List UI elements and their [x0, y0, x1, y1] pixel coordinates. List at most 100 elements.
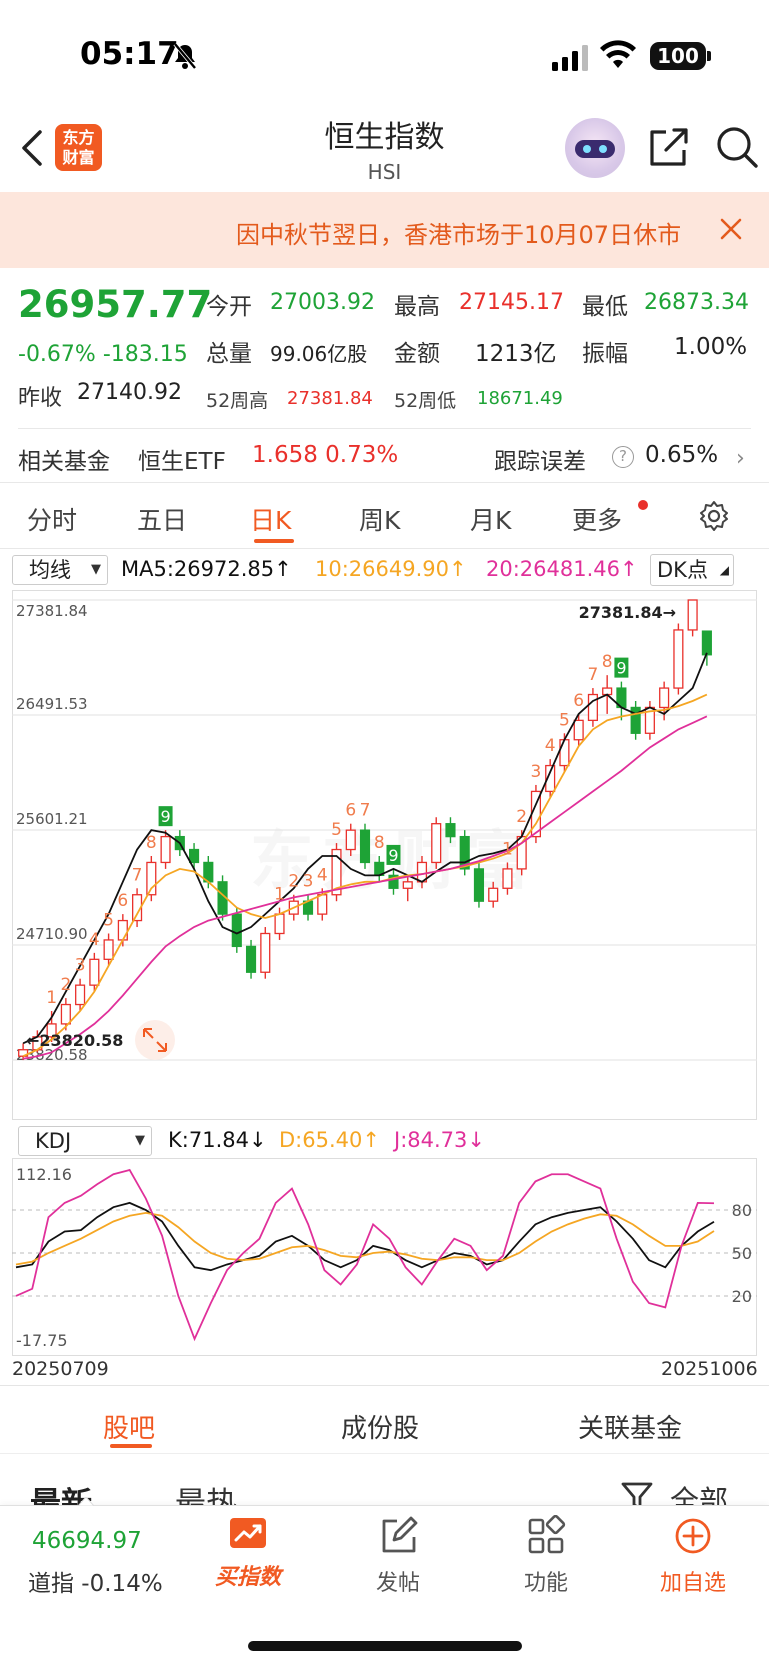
td-mark-label: 9 [616, 659, 626, 678]
fund-price[interactable]: 1.658 0.73% [252, 442, 399, 468]
td-mark-label: 8 [374, 833, 385, 853]
td-count-mark: 4 [545, 736, 556, 756]
battery-tip [707, 51, 711, 61]
candle-body [245, 945, 257, 973]
gear-icon[interactable] [698, 500, 730, 532]
candle-body [545, 764, 556, 793]
fullscreen-arrows [143, 1028, 167, 1052]
candle-body [587, 693, 598, 722]
price-change: -0.67% -183.15 [18, 342, 188, 367]
candle-body [60, 1003, 71, 1025]
tab-intraday[interactable]: 分时 [27, 506, 78, 535]
y-tick-label: 27381.84 [16, 602, 88, 620]
w52-low-value: 18671.49 [477, 388, 563, 409]
kdj-line-K [15, 1201, 715, 1272]
dk-point-button[interactable]: DK点 ◢ [650, 554, 734, 586]
tab-monthly-k[interactable]: 月K [470, 506, 512, 535]
candle-body [559, 739, 570, 767]
page-subtitle: HSI [367, 160, 402, 184]
related-fund-label: 相关基金 [18, 449, 110, 475]
candle-body [231, 913, 242, 948]
kdj-chart[interactable]: 80 50 20 112.16 -17.75 [12, 1158, 757, 1356]
tab-related-funds[interactable]: 关联基金 [578, 1414, 683, 1444]
candle-body [488, 887, 499, 902]
bell-muted-icon [173, 42, 197, 70]
td-count-mark: 4 [89, 930, 100, 950]
td-mark-label: 5 [559, 710, 570, 730]
prev-close-value: 27140.92 [77, 380, 182, 405]
td-count-mark: 4 [317, 865, 328, 885]
period-tabs: 分时 五日 日K 周K 月K 更多 [0, 485, 769, 547]
kdj-line-D [15, 1211, 715, 1266]
ma20-value: 20:26481.46↑ [486, 557, 638, 581]
candle-body [117, 919, 128, 941]
active-tab-indicator [254, 539, 294, 543]
candle-body [46, 1023, 57, 1038]
td-count-mark: 1 [46, 988, 57, 1008]
td-count-mark: 3 [75, 956, 86, 976]
wifi-icon [600, 40, 636, 68]
td-mark-label: 4 [89, 930, 100, 950]
td-mark-label: 7 [360, 801, 371, 821]
candle-body [317, 894, 328, 915]
candlestick-chart[interactable]: 27381.8426491.5325601.2124710.9023820.58… [12, 590, 757, 1120]
y-tick-label: 25601.21 [16, 810, 88, 828]
td-mark-label: 2 [288, 872, 299, 892]
share-icon[interactable] [646, 124, 692, 170]
chevron-right-icon[interactable]: › [736, 446, 745, 471]
app-logo: 东方 财富 [55, 124, 102, 171]
post-button[interactable]: 发帖 [343, 1515, 453, 1597]
chart-frame [12, 1158, 757, 1356]
end-date-label: 20251006 [661, 1358, 758, 1380]
divider [0, 482, 769, 483]
back-arrow-icon[interactable] [18, 128, 48, 168]
tracking-error-value: 0.65% [645, 442, 719, 468]
tab-more[interactable]: 更多 [572, 506, 623, 535]
candle-body [673, 629, 684, 689]
cellular-signal-icon [552, 45, 588, 71]
divider [0, 1453, 769, 1454]
functions-button[interactable]: 功能 [491, 1515, 601, 1597]
high-label: 最高 [394, 294, 440, 320]
start-date-label: 20250709 [12, 1358, 109, 1380]
y-tick-label: 26491.53 [16, 695, 88, 713]
volume-value: 99.06亿股 [270, 342, 368, 366]
assistant-robot-icon[interactable] [565, 118, 625, 178]
help-icon[interactable]: ? [612, 446, 634, 468]
low-annotation: ←23820.58 [26, 1031, 123, 1050]
tab-constituents[interactable]: 成份股 [341, 1414, 420, 1444]
tab-daily-k[interactable]: 日K [250, 506, 292, 535]
td-mark-label: 7 [132, 865, 143, 885]
dow-jones-value[interactable]: 46694.97 [32, 1528, 142, 1554]
tab-five-day[interactable]: 五日 [137, 506, 188, 535]
status-time: 05:17 [80, 36, 179, 72]
td-count-mark: 2 [516, 807, 527, 827]
add-watchlist-button[interactable]: 加自选 [638, 1515, 748, 1597]
trend-up-icon [230, 1518, 266, 1548]
candle-body [388, 874, 399, 889]
close-icon[interactable] [716, 214, 746, 244]
candle-body [274, 913, 285, 935]
tab-guba[interactable]: 股吧 [103, 1414, 156, 1444]
candle-body [402, 881, 413, 889]
tab-weekly-k[interactable]: 周K [359, 506, 401, 535]
td-count-mark: 2 [288, 872, 299, 892]
candle-body [659, 687, 670, 709]
indicator-dropdown[interactable]: 均线 ▼ [12, 555, 108, 585]
td-mark-label: 8 [602, 652, 613, 672]
fund-name[interactable]: 恒生ETF [138, 449, 226, 475]
candle-body [473, 868, 485, 902]
w52-high-value: 27381.84 [287, 388, 373, 409]
new-badge-dot [638, 500, 648, 510]
candle-body [701, 630, 712, 656]
candle-body [146, 861, 157, 896]
buy-index-button[interactable]: 买指数 [193, 1515, 303, 1591]
candle-body [103, 939, 114, 960]
high-value: 27145.17 [459, 290, 564, 315]
kdj-legend-bar: KDJ ▼ K:71.84↓ D:65.40↑ J:84.73↓ [0, 1124, 769, 1158]
sub-indicator-dropdown[interactable]: KDJ ▼ [18, 1126, 152, 1156]
search-icon[interactable] [714, 124, 760, 170]
volume-label: 总量 [206, 341, 252, 367]
apps-grid-icon [528, 1515, 566, 1554]
dow-jones-label[interactable]: 道指 -0.14% [28, 1571, 163, 1597]
